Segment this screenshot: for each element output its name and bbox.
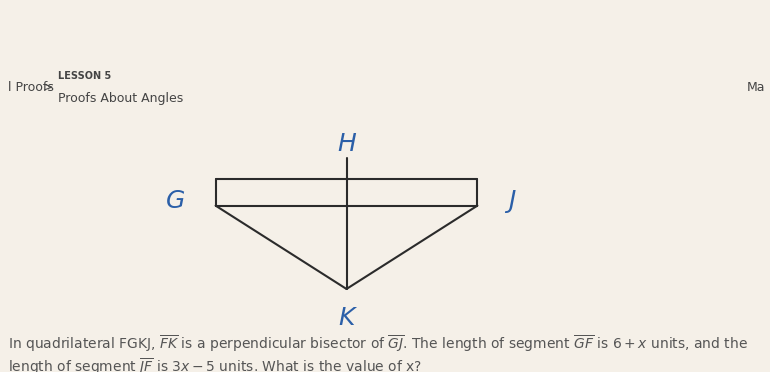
Text: G: G [166,189,185,214]
Text: l Proofs: l Proofs [8,81,54,94]
Text: H: H [337,132,356,155]
Text: In quadrilateral FGKJ, $\overline{FK}$ is a perpendicular bisector of $\overline: In quadrilateral FGKJ, $\overline{FK}$ i… [8,334,748,355]
Text: >: > [42,81,53,94]
Text: Proofs About Angles: Proofs About Angles [58,92,183,105]
Text: Ma: Ma [747,81,765,94]
Text: J: J [508,189,516,214]
Text: length of segment $\overline{JF}$ is $3x-5$ units. What is the value of x?: length of segment $\overline{JF}$ is $3x… [8,356,422,372]
Text: K: K [338,306,355,330]
Text: LESSON 5: LESSON 5 [58,71,111,81]
